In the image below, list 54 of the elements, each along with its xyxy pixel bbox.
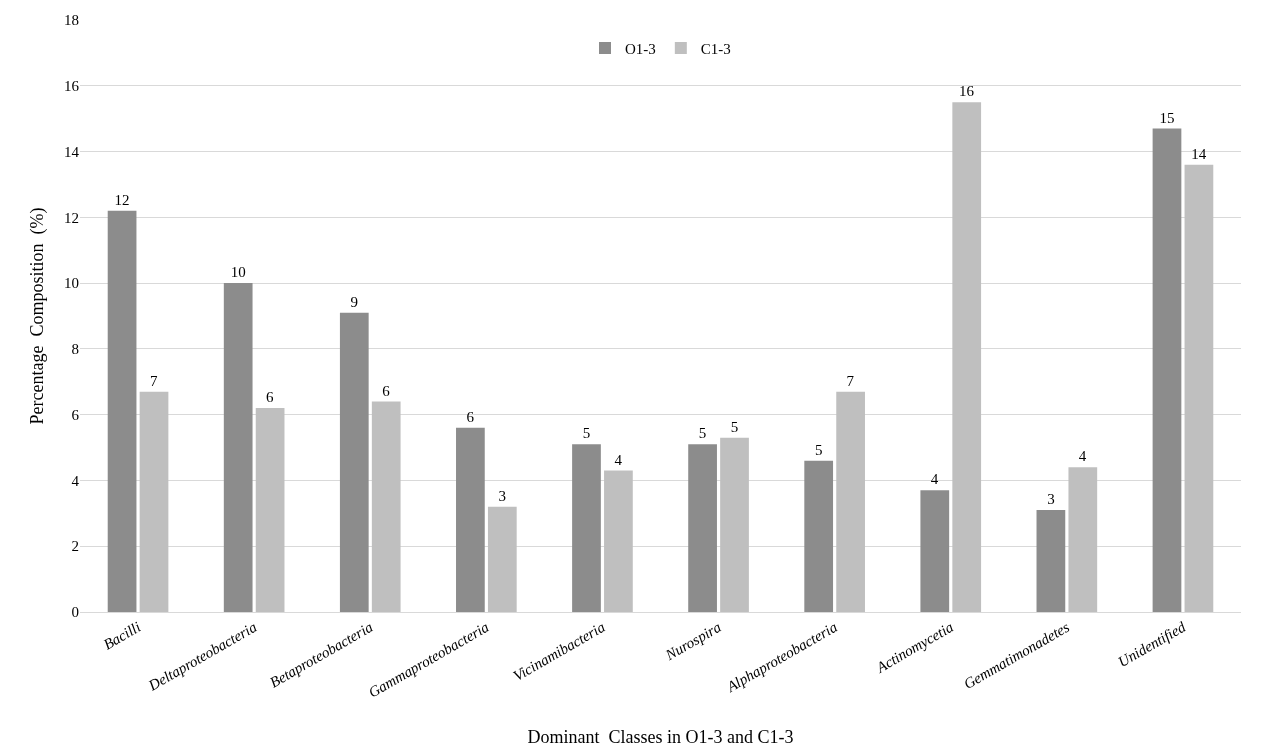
data-label: 9 — [350, 293, 359, 310]
y-tick-label: 8 — [71, 341, 79, 358]
bar — [604, 470, 633, 612]
data-label: 14 — [1191, 145, 1207, 162]
data-label: 5 — [814, 441, 823, 458]
data-label: 15 — [1159, 109, 1175, 126]
legend-label: O1-3 — [625, 40, 656, 57]
data-label: 12 — [114, 191, 130, 208]
data-label: 10 — [230, 264, 246, 281]
data-label: 4 — [614, 451, 623, 468]
bar — [139, 391, 169, 612]
y-tick-label: 10 — [64, 275, 79, 292]
data-label: 16 — [958, 83, 975, 100]
data-label: 4 — [1078, 448, 1087, 465]
bar — [1036, 510, 1066, 612]
y-tick-label: 4 — [71, 472, 80, 489]
bar — [720, 437, 749, 612]
bar — [952, 102, 982, 612]
bar — [1152, 128, 1182, 612]
y-tick-label: 2 — [71, 538, 79, 555]
bar — [572, 444, 601, 612]
y-tick-label: 0 — [71, 604, 79, 621]
data-label: 4 — [930, 471, 939, 488]
y-tick-label: 6 — [71, 406, 80, 423]
bar — [487, 506, 517, 612]
bar — [339, 312, 369, 612]
bar — [1184, 164, 1214, 612]
data-label: 7 — [846, 372, 855, 389]
y-axis-title: Percentage Composition (%) — [27, 207, 49, 425]
bar — [107, 210, 137, 612]
data-label: 3 — [498, 487, 507, 504]
y-tick-label: 12 — [64, 209, 79, 226]
data-label: 5 — [582, 425, 591, 442]
data-label: 6 — [466, 408, 475, 425]
data-label: 6 — [382, 382, 391, 399]
data-label: 3 — [1047, 491, 1055, 508]
bar — [920, 490, 950, 612]
bar — [836, 391, 865, 612]
bar — [371, 401, 401, 612]
bar — [223, 283, 253, 612]
y-tick-label: 16 — [64, 78, 80, 95]
bar — [1068, 467, 1098, 612]
bar — [456, 427, 485, 612]
legend-label: C1-3 — [700, 40, 731, 57]
y-tick-label: 18 — [64, 12, 79, 29]
data-label: 6 — [266, 389, 275, 406]
x-axis-title: Dominant Classes in O1-3 and C1-3 — [527, 726, 794, 747]
bar — [688, 444, 717, 612]
y-tick-label: 14 — [64, 143, 80, 160]
data-label: 5 — [698, 425, 707, 442]
bar — [804, 460, 834, 612]
data-label: 5 — [730, 418, 739, 435]
data-label: 7 — [150, 372, 159, 389]
bar — [255, 408, 285, 612]
